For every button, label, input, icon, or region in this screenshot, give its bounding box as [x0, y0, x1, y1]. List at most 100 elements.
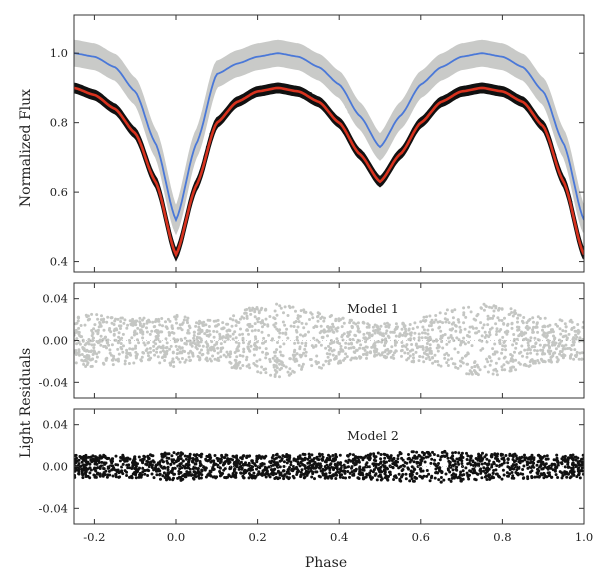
residual-point [186, 329, 190, 332]
residual-point [525, 463, 529, 467]
residual-point [121, 350, 125, 354]
residual-point [278, 345, 282, 349]
residual-point [516, 316, 520, 320]
data-point [515, 59, 519, 63]
residual-point [284, 365, 288, 369]
residual-point [474, 478, 478, 482]
residual-point [427, 355, 431, 359]
residual-point [334, 319, 338, 323]
residual-point [192, 470, 196, 474]
residual-point [163, 359, 167, 362]
residual-point [245, 454, 249, 458]
residual-point [242, 341, 245, 345]
data-point [287, 44, 291, 49]
residual-point [393, 351, 396, 355]
residual-point [463, 327, 467, 331]
residual-point [208, 357, 212, 361]
residual-point [556, 463, 560, 467]
residual-point [271, 356, 275, 360]
residual-point [571, 463, 574, 466]
residual-point [329, 358, 332, 362]
residual-point [130, 467, 134, 470]
residual-point [372, 468, 376, 472]
residual-point [466, 462, 470, 466]
residual-point [74, 331, 77, 335]
data-point [290, 85, 294, 89]
residual-point [432, 320, 436, 324]
residual-point [437, 478, 441, 482]
residual-point [523, 453, 526, 457]
residual-point [367, 323, 371, 327]
residual-point [94, 460, 98, 464]
data-point [281, 47, 285, 51]
residual-point [527, 319, 530, 323]
residual-point [310, 312, 314, 316]
residual-point [112, 323, 116, 326]
residual-point [88, 471, 92, 475]
residual-point [483, 365, 487, 369]
residual-point [94, 458, 98, 462]
residual-point [244, 311, 248, 315]
residual-point [256, 370, 260, 374]
residual-point [125, 348, 129, 352]
data-point [491, 49, 495, 53]
residual-point [192, 336, 196, 340]
residual-point [298, 314, 302, 318]
residual-point [292, 357, 296, 361]
residual-point [429, 476, 433, 480]
residual-point [530, 475, 534, 478]
residual-point [288, 306, 292, 310]
residual-point [141, 460, 144, 464]
residual-point [273, 325, 277, 329]
residual-point [351, 473, 355, 477]
flux-y-axis-title: Normalized Flux [18, 89, 34, 207]
residual-point [389, 473, 392, 476]
residual-point [180, 466, 184, 470]
residual-point [545, 454, 549, 458]
residual-point [411, 353, 415, 356]
residual-point [399, 479, 403, 483]
residual-point [114, 475, 118, 479]
residual-point [317, 340, 321, 344]
residual-point [415, 450, 419, 454]
residual-point [561, 329, 565, 333]
residual-point [109, 353, 113, 357]
residual-point [75, 342, 79, 346]
residual-point [468, 469, 472, 473]
residual-point [300, 365, 304, 369]
residual-point [92, 351, 96, 355]
y-tick-label: 0.00 [42, 460, 68, 474]
residual-point [307, 465, 311, 469]
data-point [491, 44, 495, 49]
residual-point [571, 453, 575, 457]
residual-point [335, 473, 339, 477]
residual-point [364, 465, 368, 469]
residual-point [490, 306, 494, 310]
residual-point [96, 472, 100, 476]
residual-point [211, 354, 215, 358]
residual-point [260, 365, 264, 369]
residual-point [231, 337, 235, 341]
residual-point [303, 333, 307, 337]
residual-point [364, 345, 368, 349]
y-tick-label: 0.8 [50, 116, 68, 130]
model1-residual-panel: -0.040.000.04 [39, 282, 585, 399]
data-point [500, 49, 504, 54]
residual-point [522, 464, 526, 468]
residual-point [225, 350, 229, 354]
residual-point [347, 342, 351, 346]
residual-point [345, 355, 349, 359]
residual-point [336, 461, 340, 465]
residual-point [439, 329, 443, 333]
residual-point [421, 355, 425, 359]
residual-point [535, 352, 539, 356]
residual-point [128, 341, 132, 345]
residual-point [374, 472, 378, 476]
residual-point [515, 337, 519, 341]
residual-point [487, 355, 491, 359]
residual-point [84, 456, 88, 460]
residual-point [517, 325, 521, 329]
residual-point [390, 345, 394, 349]
residual-point [422, 328, 426, 332]
residual-point [180, 338, 183, 342]
